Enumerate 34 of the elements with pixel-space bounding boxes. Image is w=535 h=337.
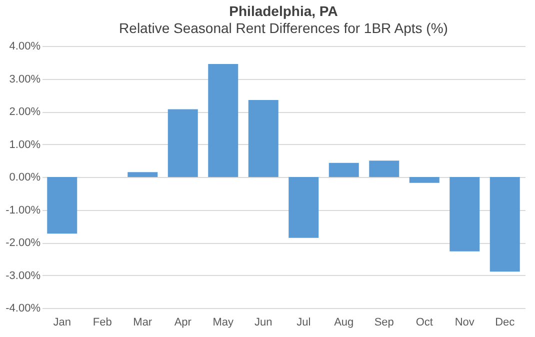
y-tick-label: -3.00% <box>6 270 41 282</box>
y-tick-label: -2.00% <box>6 237 41 249</box>
chart-title: Philadelphia, PA <box>229 3 338 19</box>
y-tick-label: 3.00% <box>9 73 41 86</box>
bar <box>490 177 520 272</box>
x-tick-label: Jun <box>254 316 272 328</box>
x-tick-label: Mar <box>133 316 152 328</box>
x-tick-label: Nov <box>454 316 475 328</box>
bar <box>47 177 78 234</box>
bar <box>328 162 359 177</box>
x-tick-label: Oct <box>416 316 433 328</box>
bar <box>409 177 440 183</box>
y-tick-label: -4.00% <box>6 302 41 314</box>
bar <box>248 100 278 177</box>
x-tick-label: Apr <box>174 316 192 328</box>
bar <box>168 109 198 177</box>
bar <box>128 172 158 177</box>
x-tick-label: May <box>212 316 234 328</box>
bar <box>288 177 319 238</box>
x-tick-label: Aug <box>334 316 354 328</box>
y-tick-label: 2.00% <box>9 106 41 118</box>
x-tick-label: Jul <box>296 316 311 328</box>
y-tick-label: 1.00% <box>9 138 41 151</box>
bar <box>369 160 400 177</box>
x-tick-label: Sep <box>374 316 394 328</box>
y-tick-label: 4.00% <box>9 40 41 52</box>
x-tick-label: Feb <box>92 316 112 328</box>
x-tick-label: Jan <box>53 316 71 328</box>
chart-subtitle: Relative Seasonal Rent Differences for 1BR Apts (%) <box>119 20 448 36</box>
x-tick-label: Dec <box>495 316 516 328</box>
y-tick-label: -1.00% <box>6 204 41 216</box>
bar <box>450 177 480 252</box>
bar <box>208 64 238 177</box>
y-tick-label: 0.00% <box>9 172 41 184</box>
